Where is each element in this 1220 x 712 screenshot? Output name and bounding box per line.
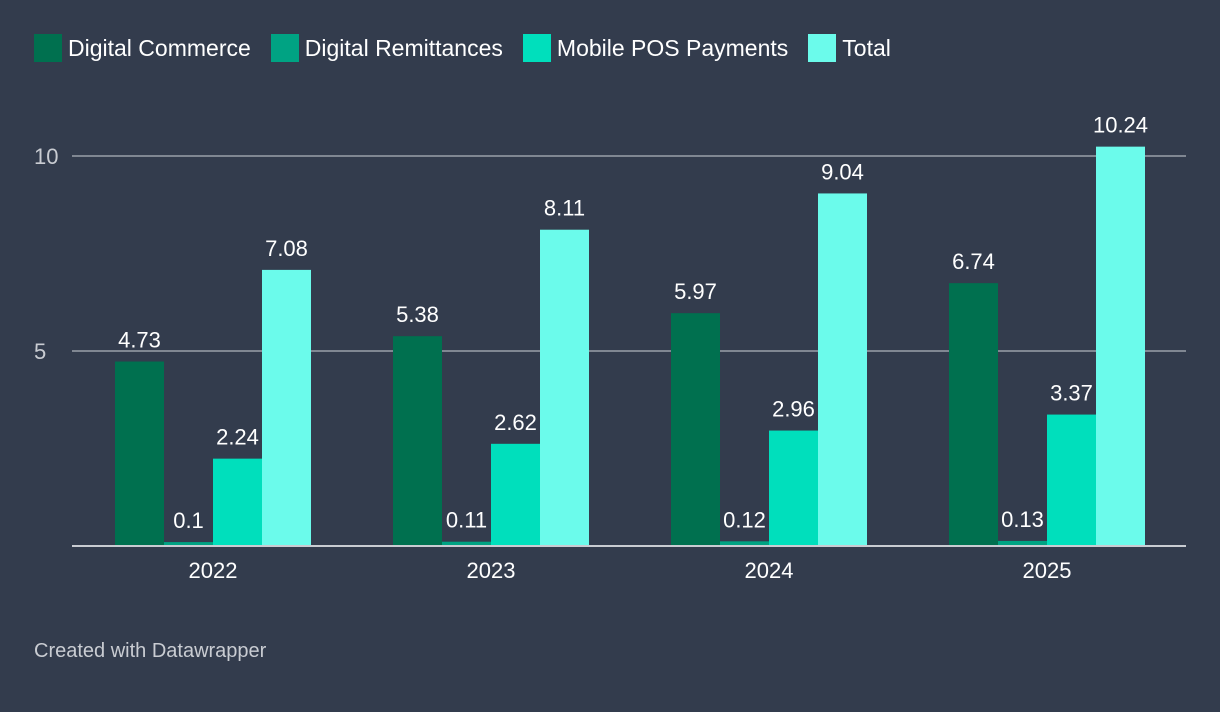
data-label-mobile-pos-payments-2024: 2.96 — [772, 397, 815, 422]
bar-mobile-pos-payments-2025 — [1047, 414, 1096, 546]
legend-item-digital-remittances: Digital Remittances — [270, 34, 503, 62]
bar-mobile-pos-payments-2024 — [769, 430, 818, 546]
y-tick-label-10: 10 — [34, 144, 58, 169]
legend-item-digital-commerce: Digital Commerce — [34, 34, 251, 62]
data-label-digital-commerce-2023: 5.38 — [396, 302, 439, 327]
data-label-digital-remittances-2022: 0.1 — [173, 508, 204, 533]
x-tick-label-2024: 2024 — [745, 558, 794, 583]
bar-digital-commerce-2023 — [393, 336, 442, 546]
data-label-digital-remittances-2024: 0.12 — [723, 507, 766, 532]
legend-label-digital-commerce: Digital Commerce — [68, 34, 251, 61]
bar-mobile-pos-payments-2022 — [213, 458, 262, 546]
data-label-digital-commerce-2024: 5.97 — [674, 279, 717, 304]
x-tick-label-2023: 2023 — [467, 558, 516, 583]
bar-digital-commerce-2022 — [115, 361, 164, 546]
legend-label-mobile-pos-payments: Mobile POS Payments — [556, 34, 789, 61]
legend-swatch-mobile-pos-payments — [522, 34, 551, 62]
data-label-mobile-pos-payments-2025: 3.37 — [1050, 381, 1093, 406]
chart-legend: Digital Commerce Digital Remittances Mob… — [34, 34, 911, 62]
bar-digital-remittances-2022 — [164, 542, 213, 546]
bar-total-2024 — [818, 193, 867, 546]
data-label-digital-remittances-2025: 0.13 — [1001, 507, 1044, 532]
legend-swatch-digital-remittances — [270, 34, 299, 62]
legend-swatch-digital-commerce — [34, 34, 62, 62]
bar-total-2022 — [262, 269, 311, 546]
footer-credit: Created with Datawrapper — [34, 640, 267, 662]
x-tick-label-2025: 2025 — [1023, 558, 1072, 583]
data-label-mobile-pos-payments-2023: 2.62 — [494, 410, 537, 435]
data-label-total-2022: 7.08 — [265, 236, 308, 261]
bar-digital-commerce-2025 — [949, 283, 998, 546]
legend-label-total: Total — [842, 34, 891, 61]
legend-swatch-total — [808, 34, 837, 62]
data-label-digital-remittances-2023: 0.11 — [446, 508, 487, 533]
data-label-digital-commerce-2025: 6.74 — [952, 249, 995, 274]
bar-digital-remittances-2025 — [998, 540, 1047, 546]
bar-total-2025 — [1096, 146, 1145, 546]
data-label-total-2025: 10.24 — [1093, 113, 1148, 138]
y-tick-label-5: 5 — [34, 339, 46, 364]
data-label-total-2024: 9.04 — [821, 159, 864, 184]
legend-item-total: Total — [808, 34, 891, 62]
bar-digital-commerce-2024 — [671, 313, 720, 546]
bar-digital-remittances-2024 — [720, 541, 769, 546]
bar-mobile-pos-payments-2023 — [491, 443, 540, 546]
bar-total-2023 — [540, 229, 589, 546]
legend-item-mobile-pos-payments: Mobile POS Payments — [522, 34, 789, 62]
legend-label-digital-remittances: Digital Remittances — [304, 34, 503, 61]
data-label-mobile-pos-payments-2022: 2.24 — [216, 425, 259, 450]
data-label-digital-commerce-2022: 4.73 — [118, 328, 161, 353]
data-label-total-2023: 8.11 — [544, 196, 585, 221]
bar-digital-remittances-2023 — [442, 541, 491, 546]
x-tick-label-2022: 2022 — [189, 558, 238, 583]
